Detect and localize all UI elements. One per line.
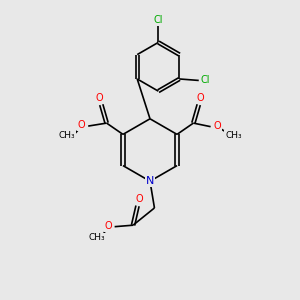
Text: N: N [146,176,154,186]
Text: Cl: Cl [200,76,210,85]
Text: O: O [213,121,221,131]
Text: O: O [196,93,204,103]
Text: O: O [96,93,103,103]
Text: CH₃: CH₃ [88,233,105,242]
Text: O: O [104,221,112,231]
Text: CH₃: CH₃ [58,131,75,140]
Text: Cl: Cl [154,14,163,25]
Text: CH₃: CH₃ [225,131,242,140]
Text: O: O [78,121,86,130]
Text: O: O [135,194,143,204]
